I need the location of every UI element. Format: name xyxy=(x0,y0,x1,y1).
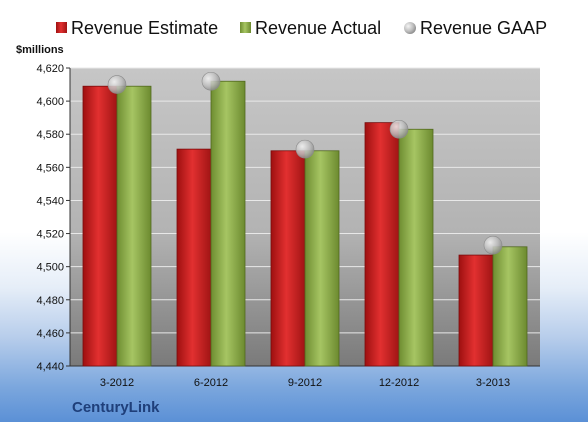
bar-revenue-estimate xyxy=(364,122,400,367)
y-tick-label: 4,440 xyxy=(36,361,64,373)
y-tick-labels: 4,440 4,460 4,480 4,500 4,520 4,540 4,560 4,580… xyxy=(36,63,64,373)
gaap-markers xyxy=(107,71,503,255)
x-tick-label: 6-2012 xyxy=(194,377,228,389)
y-tick-label: 4,500 xyxy=(36,262,64,274)
bar-revenue-actual xyxy=(304,150,340,367)
legend-label-actual: Revenue Actual xyxy=(255,18,381,38)
marker-revenue-gaap xyxy=(295,139,315,159)
x-tick-label: 12-2012 xyxy=(379,377,419,389)
bar-revenue-estimate xyxy=(82,85,118,367)
legend-label-estimate: Revenue Estimate xyxy=(71,18,218,38)
bar-revenue-estimate xyxy=(458,254,494,367)
x-tick-label: 9-2012 xyxy=(288,377,322,389)
bar-revenue-actual xyxy=(116,85,152,367)
company-label: CenturyLink xyxy=(72,399,160,416)
bar-revenue-actual xyxy=(210,80,246,367)
marker-revenue-gaap xyxy=(389,119,409,139)
marker-revenue-gaap xyxy=(107,75,127,94)
y-tick-label: 4,580 xyxy=(36,129,64,141)
y-tick-label: 4,560 xyxy=(36,162,64,174)
marker-revenue-gaap xyxy=(201,71,221,91)
y-tick-label: 4,620 xyxy=(36,63,64,75)
x-tick-label: 3-2012 xyxy=(100,377,134,389)
x-tick-label: 3-2013 xyxy=(476,377,510,389)
bar-revenue-estimate xyxy=(270,150,306,367)
y-tick-label: 4,520 xyxy=(36,229,64,241)
bar-revenue-actual xyxy=(398,128,434,367)
y-tick-label: 4,460 xyxy=(36,328,64,340)
bar-revenue-actual xyxy=(492,246,528,367)
legend-swatch-actual xyxy=(240,22,251,33)
y-axis-unit-label: $millions xyxy=(16,44,64,56)
x-tick-labels: 3-2012 6-2012 9-2012 12-2012 3-2013 xyxy=(100,377,510,389)
legend-swatch-estimate xyxy=(56,22,67,33)
legend-label-gaap: Revenue GAAP xyxy=(420,18,547,38)
y-tick-label: 4,600 xyxy=(36,96,64,108)
marker-revenue-gaap xyxy=(483,235,503,255)
legend: Revenue Estimate Revenue Actual Revenue … xyxy=(56,18,547,38)
y-tick-label: 4,540 xyxy=(36,195,64,207)
bars xyxy=(82,80,528,367)
bar-revenue-estimate xyxy=(176,148,212,367)
y-tick-label: 4,480 xyxy=(36,295,64,307)
legend-swatch-gaap xyxy=(404,22,416,34)
